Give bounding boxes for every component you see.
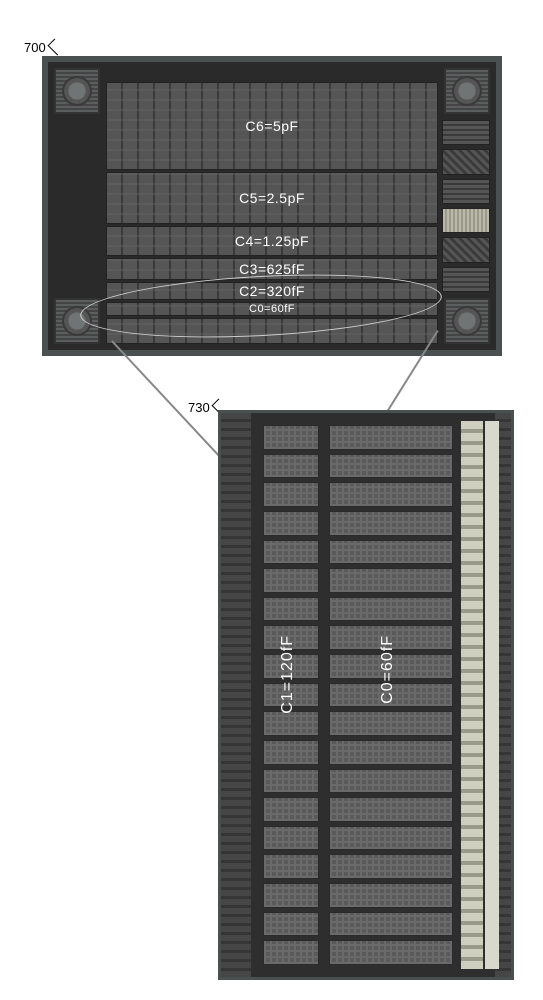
detail-column-c1 [263, 425, 319, 965]
cap-cell [329, 912, 453, 937]
cap-row-c2: C2=320fF [106, 282, 438, 300]
logic-block-icon [442, 267, 490, 292]
cap-cell [263, 797, 319, 822]
metal-stripes-icon [107, 83, 437, 169]
logic-block-icon [442, 208, 490, 233]
chip-die-top: C6=5pF C5=2.5pF C4=1.25pF C3=625fF C2=32… [42, 56, 502, 356]
cap-row-c5: C5=2.5pF [106, 172, 438, 224]
cap-cell [329, 568, 453, 593]
edge-metal-icon [221, 413, 251, 977]
cap-cell [263, 711, 319, 736]
cap-cell [263, 625, 319, 650]
metal-stripes-icon [107, 303, 437, 315]
cap-cell [329, 711, 453, 736]
bond-pad-icon [54, 68, 100, 114]
cap-cell [263, 482, 319, 507]
bond-pad-icon [444, 68, 490, 114]
metal-stripes-icon [107, 227, 437, 255]
logic-block-icon [442, 179, 490, 204]
routing-channel-icon [461, 421, 483, 969]
cap-cell [263, 654, 319, 679]
cap-row-c6: C6=5pF [106, 82, 438, 170]
cap-cell [329, 940, 453, 965]
cap-cell [263, 854, 319, 879]
cap-cell [263, 511, 319, 536]
misc-logic-column [442, 120, 490, 292]
cap-cell [329, 625, 453, 650]
metal-stripes-icon [107, 319, 437, 343]
logic-block-icon [442, 237, 490, 262]
ref-tick [48, 39, 65, 56]
cap-label: C2=320fF [107, 283, 437, 299]
cap-cell [263, 912, 319, 937]
cap-cell [329, 540, 453, 565]
figure-ref-700-text: 700 [24, 40, 46, 55]
chip-detail-zoom: C1=120fF C0=60fF [218, 410, 514, 980]
detail-column-c0 [329, 425, 453, 965]
cap-cell [329, 740, 453, 765]
cap-label: C0=60fF [107, 303, 437, 315]
logic-block-icon [442, 120, 490, 145]
cap-cell [263, 683, 319, 708]
cap-cell [263, 883, 319, 908]
cap-cell [329, 511, 453, 536]
cap-cell [263, 597, 319, 622]
cap-label: C4=1.25pF [107, 233, 437, 249]
cap-row-c0: C0=60fF [106, 302, 438, 316]
cap-cell [329, 454, 453, 479]
cap-label: C3=625fF [107, 261, 437, 277]
metal-stripes-icon [107, 173, 437, 223]
cap-cell [329, 683, 453, 708]
cap-cell [329, 425, 453, 450]
cap-row-c3: C3=625fF [106, 258, 438, 280]
logic-block-icon [442, 149, 490, 174]
cap-cell [263, 425, 319, 450]
cap-cell [329, 854, 453, 879]
bond-pad-icon [444, 298, 490, 344]
cap-cell [263, 940, 319, 965]
cap-cell [329, 482, 453, 507]
figure-ref-700: 700 [24, 40, 67, 55]
bond-pad-icon [54, 298, 100, 344]
figure-ref-730-text: 730 [188, 400, 210, 415]
cap-cell [263, 540, 319, 565]
cap-cell [329, 883, 453, 908]
cap-cell [329, 769, 453, 794]
cap-cell [329, 597, 453, 622]
cap-cell [263, 454, 319, 479]
routing-channel-icon [485, 421, 499, 969]
cap-label: C5=2.5pF [107, 190, 437, 206]
capacitor-bank: C6=5pF C5=2.5pF C4=1.25pF C3=625fF C2=32… [106, 72, 438, 340]
metal-stripes-icon [107, 259, 437, 279]
cap-cell [263, 740, 319, 765]
cap-cell [263, 568, 319, 593]
cap-row-filler [106, 318, 438, 344]
cap-row-c4: C4=1.25pF [106, 226, 438, 256]
cap-cell [329, 654, 453, 679]
cap-cell [329, 826, 453, 851]
cap-cell [263, 826, 319, 851]
cap-cell [329, 797, 453, 822]
cap-label: C6=5pF [107, 118, 437, 134]
cap-cell [263, 769, 319, 794]
metal-stripes-icon [107, 283, 437, 299]
